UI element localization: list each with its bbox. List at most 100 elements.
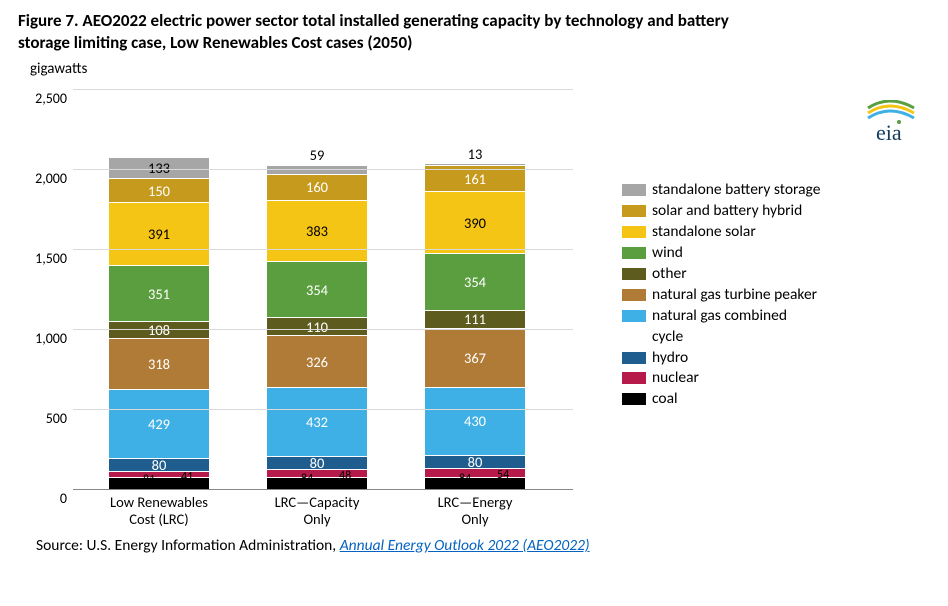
segment-value-label: 111 xyxy=(464,310,486,328)
legend-swatch xyxy=(622,310,646,322)
bar-segment-ngcc: 432 xyxy=(267,387,367,456)
bar-segment-other: 110 xyxy=(267,317,367,335)
bar-segment-ngcc: 429 xyxy=(109,389,209,458)
stacked-bar: 80432326110354383160598448 xyxy=(267,164,367,490)
x-axis: Low RenewablesCost (LRC) LRC—CapacityOnly… xyxy=(73,492,573,532)
x-category-label: LRC—CapacityOnly xyxy=(252,494,382,527)
legend-swatch xyxy=(622,372,646,384)
legend-label: standalone battery storage xyxy=(652,180,820,201)
mini-label-nuclear: 54 xyxy=(497,468,509,482)
legend-item-ngcc: natural gas combined xyxy=(622,306,820,327)
x-axis-line xyxy=(73,489,573,490)
legend-label: standalone solar xyxy=(652,222,756,243)
bar-segment-coal xyxy=(425,477,525,490)
segment-value-label: 80 xyxy=(152,456,167,474)
bar-top-label: 59 xyxy=(310,146,325,164)
legend-label: nuclear xyxy=(652,368,699,389)
legend-swatch xyxy=(622,247,646,259)
stacked-bar: 804293181083513911501338141 xyxy=(109,157,209,490)
legend-item-solar_standalone: standalone solar xyxy=(622,222,820,243)
segment-value-label: 80 xyxy=(310,454,325,472)
mini-label-nuclear: 48 xyxy=(339,469,351,483)
bar-segment-coal xyxy=(267,477,367,490)
bar-top-label: 13 xyxy=(468,145,483,163)
segment-value-label: 150 xyxy=(148,182,170,200)
legend-swatch xyxy=(622,205,646,217)
legend-label: solar and battery hybrid xyxy=(652,201,802,222)
bar-segment-ngcc: 430 xyxy=(425,387,525,456)
segment-value-label: 108 xyxy=(148,321,170,339)
legend-label: natural gas combined xyxy=(652,306,787,327)
legend: standalone battery storagesolar and batt… xyxy=(622,180,820,410)
segment-value-label: 429 xyxy=(148,415,170,433)
mini-label-nuclear: 41 xyxy=(181,470,193,484)
segment-value-label: 318 xyxy=(148,355,170,373)
gridline xyxy=(73,329,573,330)
gridline xyxy=(73,169,573,170)
source-line: Source: U.S. Energy Information Administ… xyxy=(36,536,930,555)
legend-item-nuclear: nuclear xyxy=(622,368,820,389)
legend-label: wind xyxy=(652,243,683,264)
legend-swatch xyxy=(622,184,646,196)
source-link[interactable]: Annual Energy Outlook 2022 (AEO2022) xyxy=(340,536,590,555)
legend-item-ngtp: natural gas turbine peaker xyxy=(622,285,820,306)
segment-value-label: 383 xyxy=(306,222,328,240)
segment-value-label: 354 xyxy=(306,281,328,299)
bar-segment-solar_standalone: 391 xyxy=(109,202,209,265)
bar-segment-battery: 133 xyxy=(109,157,209,178)
bar-segment-ngtp: 367 xyxy=(425,328,525,387)
bar-segment-hydro: 80 xyxy=(267,456,367,469)
mini-label-coal: 84 xyxy=(301,472,313,486)
eia-logo: eia xyxy=(858,100,922,149)
bar-segment-hydro: 80 xyxy=(109,458,209,471)
segment-value-label: 161 xyxy=(464,170,486,188)
legend-label: hydro xyxy=(652,348,688,369)
y-axis: 05001,0001,5002,0002,500 xyxy=(18,90,73,490)
bar-segment-wind: 351 xyxy=(109,265,209,321)
title-line1: Figure 7. AEO2022 electric power sector … xyxy=(18,10,729,31)
source-prefix: Source: U.S. Energy Information Administ… xyxy=(36,536,340,555)
gridline xyxy=(73,409,573,410)
mini-label-coal: 84 xyxy=(459,472,471,486)
segment-value-label: 110 xyxy=(306,318,328,336)
bar-segment-solar_standalone: 390 xyxy=(425,191,525,253)
legend-item-solar_hybrid: solar and battery hybrid xyxy=(622,201,820,222)
legend-label: other xyxy=(652,264,687,285)
bar-segment-wind: 354 xyxy=(425,253,525,310)
bar-segment-solar_hybrid: 150 xyxy=(109,178,209,202)
title-line2: storage limiting case, Low Renewables Co… xyxy=(18,32,412,53)
bar-segment-solar_hybrid: 160 xyxy=(267,174,367,200)
legend-swatch xyxy=(622,226,646,238)
bar-segment-ngtp: 318 xyxy=(109,338,209,389)
segment-value-label: 390 xyxy=(464,214,486,232)
legend-item-battery: standalone battery storage xyxy=(622,180,820,201)
segment-value-label: 430 xyxy=(464,412,486,430)
legend-swatch xyxy=(622,352,646,364)
segment-value-label: 367 xyxy=(464,349,486,367)
legend-label: natural gas turbine peaker xyxy=(652,285,817,306)
segment-value-label: 354 xyxy=(464,273,486,291)
segment-value-label: 432 xyxy=(306,413,328,431)
bar-segment-wind: 354 xyxy=(267,261,367,318)
chart: 05001,0001,5002,0002,500 80 429 318 108 351 3… xyxy=(18,80,588,534)
legend-item-hydro: hydro xyxy=(622,348,820,369)
legend-item-other: other xyxy=(622,264,820,285)
segment-value-label: 80 xyxy=(468,453,483,471)
plot-area: 8042931810835139115013381418043232611035… xyxy=(73,90,573,490)
legend-label: coal xyxy=(652,389,678,410)
segment-value-label: 351 xyxy=(148,285,170,303)
x-category-label: Low RenewablesCost (LRC) xyxy=(94,494,224,527)
legend-item-ngcc-wrap: cycle xyxy=(622,327,820,348)
segment-value-label: 326 xyxy=(306,353,328,371)
legend-item-wind: wind xyxy=(622,243,820,264)
bar-segment-battery xyxy=(425,163,525,165)
bar-segment-ngtp: 326 xyxy=(267,335,367,387)
legend-swatch xyxy=(622,268,646,280)
figure-title: Figure 7. AEO2022 electric power sector … xyxy=(18,10,930,54)
legend-swatch xyxy=(622,289,646,301)
segment-value-label: 391 xyxy=(148,225,170,243)
segment-value-label: 160 xyxy=(306,178,328,196)
legend-item-coal: coal xyxy=(622,389,820,410)
stacked-bar: 80430367111354390161138454 xyxy=(425,163,525,490)
legend-label: cycle xyxy=(652,327,683,348)
